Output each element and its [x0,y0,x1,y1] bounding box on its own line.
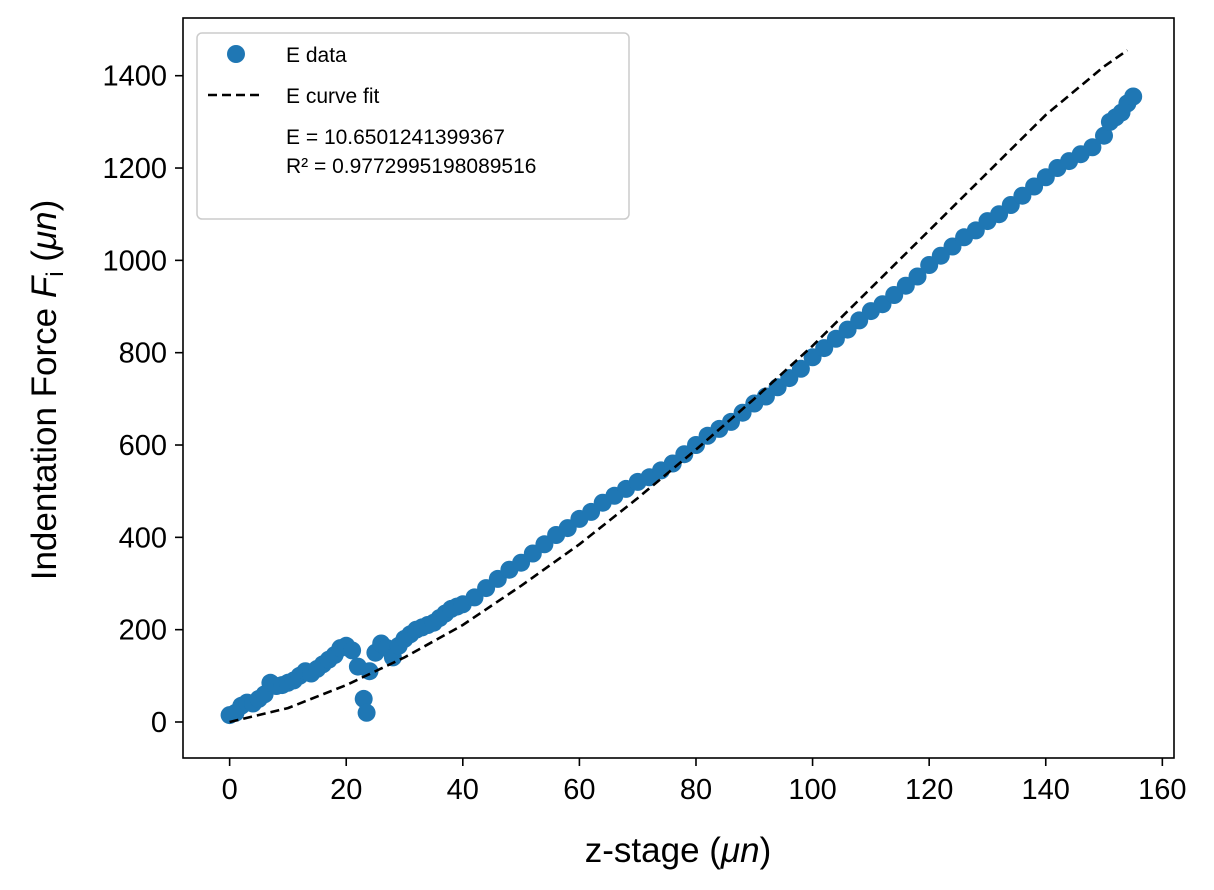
data-point [354,689,373,708]
data-point [357,703,376,722]
legend-marker-e-data [227,45,245,63]
x-axis-ticks: 0 20 40 60 80 100 120 140 160 [222,758,1187,806]
y-tick-label: 1000 [102,245,167,277]
data-point [791,359,810,378]
y-tick-label: 0 [151,707,167,739]
x-tick-label: 60 [563,774,595,806]
x-tick-label: 140 [1022,774,1070,806]
legend-box [196,32,630,220]
plot-frame [182,17,1175,759]
data-point [1124,87,1143,106]
x-tick-label: 0 [222,774,238,806]
x-axis-label-prefix: z-stage ( [585,831,721,870]
x-axis-label-unit: μn [720,831,760,870]
legend: E data E curve fit E = 10.6501241399367 … [196,32,630,220]
plot-content [220,49,1143,725]
legend-annotation-r-squared: R² = 0.9772995198089516 [286,155,536,178]
x-tick-label: 160 [1138,774,1186,806]
series-e-data [220,87,1143,725]
data-point [1095,126,1113,145]
y-axis-ticks: 0 200 400 600 800 1000 1200 1400 [102,61,183,739]
x-tick-label: 120 [905,774,953,806]
x-tick-label: 80 [680,774,712,806]
legend-annotation-e-value: E = 10.6501241399367 [286,126,505,149]
data-point [908,267,927,286]
y-axis-label: Indentation Force Fi (μn) [25,200,69,581]
y-tick-label: 800 [119,338,167,370]
legend-label-e-curve-fit: E curve fit [286,85,380,108]
x-tick-label: 40 [447,774,479,806]
y-axis-label-suffix: ) [25,200,64,212]
x-tick-label: 100 [788,774,836,806]
data-point [343,641,362,660]
y-tick-label: 1200 [102,153,167,185]
x-axis-label: z-stage (μn) [585,831,771,870]
y-tick-label: 200 [119,615,167,647]
y-axis-label-unit: μn [25,211,64,251]
y-axis-label-subscript: i [42,271,69,276]
legend-label-e-data: E data [286,44,347,67]
data-point [1083,138,1102,157]
y-axis-label-middle: ( [25,250,64,272]
x-tick-label: 20 [330,774,362,806]
y-tick-label: 1400 [102,61,167,93]
y-axis-label-symbol: F [25,274,64,298]
y-axis-label-prefix: Indentation Force [25,298,64,580]
y-tick-label: 400 [119,522,167,554]
x-axis-label-suffix: ) [760,831,772,870]
y-tick-label: 600 [119,430,167,462]
